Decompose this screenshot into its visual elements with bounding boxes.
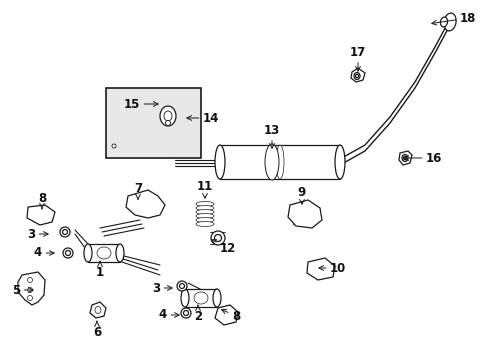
Ellipse shape [214,234,221,242]
Ellipse shape [116,244,124,262]
Polygon shape [18,272,45,305]
Polygon shape [306,258,334,280]
Polygon shape [27,205,55,225]
Text: 5: 5 [12,284,33,297]
Ellipse shape [62,230,67,234]
Text: 1: 1 [96,261,104,279]
Ellipse shape [194,292,207,304]
Ellipse shape [95,306,101,314]
Ellipse shape [27,296,32,301]
Ellipse shape [196,206,214,211]
Text: 3: 3 [152,282,172,294]
Text: 8: 8 [38,192,46,209]
Ellipse shape [181,308,191,318]
Text: 16: 16 [403,152,442,165]
Ellipse shape [163,111,172,121]
Polygon shape [215,305,238,325]
Text: 11: 11 [197,180,213,198]
Text: 3: 3 [27,228,48,240]
Ellipse shape [196,217,214,222]
Text: 4: 4 [159,309,179,321]
Text: 4: 4 [34,247,54,260]
Ellipse shape [179,284,184,288]
Ellipse shape [213,289,221,307]
Ellipse shape [210,231,224,245]
Ellipse shape [353,72,359,80]
Text: 13: 13 [264,123,280,148]
Polygon shape [126,190,164,218]
Text: 14: 14 [186,112,219,125]
Text: 9: 9 [297,185,305,204]
Ellipse shape [403,156,406,160]
Polygon shape [287,200,321,228]
Text: 7: 7 [134,181,142,199]
Ellipse shape [177,281,186,291]
Ellipse shape [27,278,32,283]
Ellipse shape [334,145,345,179]
Ellipse shape [160,106,176,126]
Bar [184,289,217,307]
Bar [220,145,339,179]
Ellipse shape [196,202,214,207]
Ellipse shape [65,251,70,256]
Ellipse shape [196,210,214,215]
Polygon shape [398,151,411,165]
Ellipse shape [84,244,92,262]
Ellipse shape [264,144,279,180]
Text: 2: 2 [194,305,202,323]
Text: 8: 8 [221,309,240,323]
Ellipse shape [27,288,32,292]
Text: 12: 12 [211,240,236,255]
Ellipse shape [275,145,284,179]
Ellipse shape [440,17,447,27]
Ellipse shape [196,221,214,226]
Bar [106,88,201,158]
Ellipse shape [183,310,188,315]
Ellipse shape [401,154,407,162]
Ellipse shape [443,13,455,31]
Ellipse shape [181,289,189,307]
Ellipse shape [97,247,111,259]
Ellipse shape [63,248,73,258]
Text: 15: 15 [123,98,158,111]
Polygon shape [90,302,106,318]
Text: 6: 6 [93,321,101,338]
Ellipse shape [196,213,214,219]
Ellipse shape [60,227,70,237]
Ellipse shape [112,144,116,148]
Ellipse shape [165,121,170,126]
Bar [88,244,120,262]
Polygon shape [350,68,364,82]
Ellipse shape [355,74,358,78]
Ellipse shape [215,145,224,179]
Text: 10: 10 [318,261,346,274]
Text: 17: 17 [349,45,366,71]
Text: 18: 18 [431,12,475,25]
